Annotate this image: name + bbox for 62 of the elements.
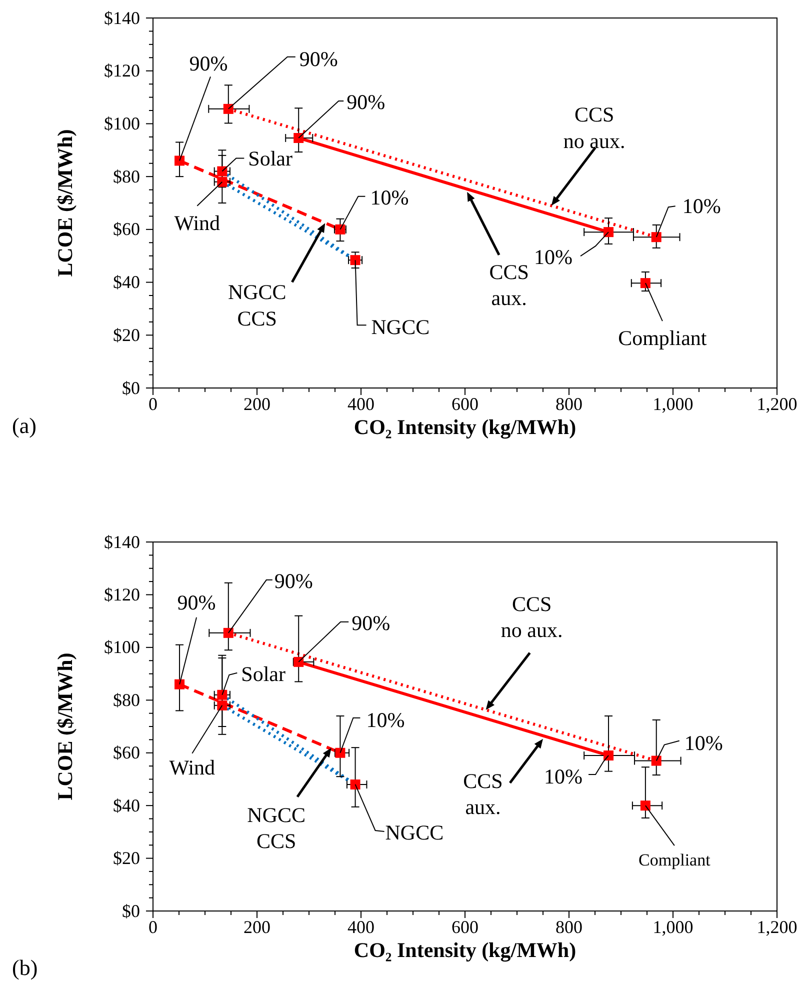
x-axis-title: CO₂ Intensity (kg/MWh) [354,415,576,439]
x-tick-label: 1,200 [756,916,798,937]
y-tick-label: $60 [113,742,140,763]
x-tick-label: 400 [348,916,374,937]
y-tick-label: $40 [113,795,140,816]
text: (a) [12,413,36,438]
y-tick-label: $80 [113,690,140,710]
y-tick-label: $0 [122,378,140,398]
y-tick-label: $100 [104,637,140,658]
y-tick-label: $140 [104,532,140,552]
x-tick-label: 600 [452,916,478,937]
annotation: Solar [241,662,286,686]
x-tick-label: 1,000 [652,394,694,414]
y-tick-label: $80 [113,166,140,186]
x-tick-label: 600 [452,394,478,414]
x-axis-title: CO₂ Intensity (kg/MWh) [354,938,576,962]
y-tick-label: $20 [113,848,140,868]
annotation: NGCC CCS [228,280,286,330]
x-tick-label: 0 [148,394,158,414]
annotation: Solar [248,146,292,170]
annotation: 10% [544,764,583,788]
annotation: CCS no aux. [500,592,563,642]
annotation: CCS aux. [489,260,529,310]
annotation: CCS aux. [463,768,503,820]
x-tick-label: 400 [348,394,374,414]
text: (b) [12,955,38,980]
y-tick-label: $100 [104,113,140,134]
annotation: 10% [534,245,573,270]
annotation: 10% [370,185,409,210]
y-tick-label: $0 [122,900,140,921]
annotation: 90% [346,90,386,114]
annotation: Wind [169,755,216,780]
x-tick-label: 200 [244,916,270,937]
annotation: 90% [189,52,228,76]
annotation: 90% [274,568,313,593]
y-tick-label: $140 [104,8,140,28]
annotation: Compliant [638,850,711,870]
x-tick-label: 200 [244,394,270,414]
annotation: 10% [682,194,721,218]
y-tick-label: $120 [104,584,140,604]
x-tick-label: 800 [556,916,582,937]
y-tick-label: $20 [113,324,140,345]
annotation: NGCC [385,820,444,844]
y-tick-label: $120 [104,60,140,81]
y-tick-label: $40 [113,272,140,292]
annotation: 90% [299,46,338,71]
annotation: 10% [684,730,723,755]
y-tick-label: $60 [113,219,140,240]
x-tick-label: 1,000 [652,916,694,937]
annotation: 10% [366,708,405,732]
annotation: 90% [177,590,216,614]
annotation: Wind [174,210,221,235]
x-tick-label: 800 [556,394,582,414]
annotation: CCS no aux. [563,102,626,153]
annotation: 90% [352,610,390,635]
annotation: NGCC CCS [247,802,306,854]
x-tick-label: 0 [148,916,158,937]
y-axis-title: LCOE ($/MWh) [53,129,77,277]
x-tick-label: 1,200 [756,394,798,414]
annotation: Compliant [618,326,707,350]
annotation: NGCC [371,315,430,340]
y-axis-title: LCOE ($/MWh) [53,652,77,800]
